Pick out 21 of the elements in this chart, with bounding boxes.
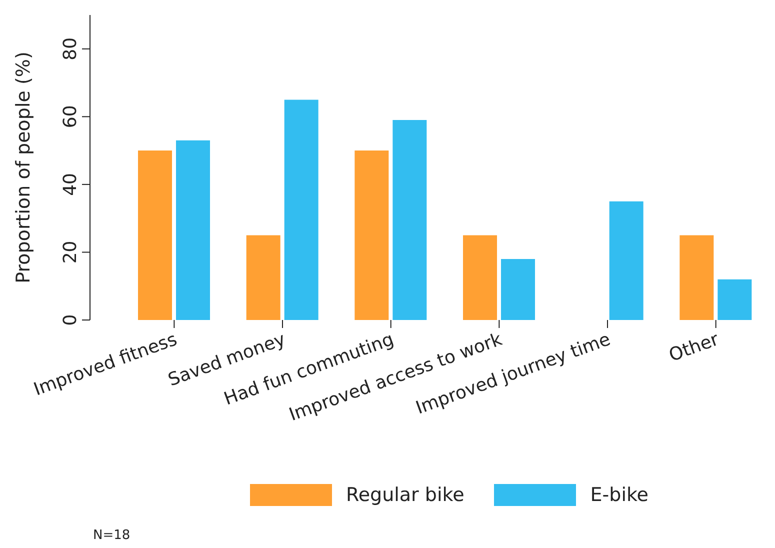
y-tick-label: 0 — [60, 314, 81, 326]
y-tick-label: 80 — [60, 37, 81, 60]
legend-label: E-bike — [590, 484, 648, 506]
bar — [354, 150, 389, 320]
bar — [138, 150, 172, 320]
bar — [463, 235, 497, 320]
x-tick-label: Other — [666, 328, 722, 366]
bar — [284, 100, 318, 320]
bar — [680, 235, 714, 320]
bar — [176, 140, 210, 320]
y-tick-label: 40 — [60, 172, 81, 196]
bar — [609, 201, 644, 320]
bar — [392, 120, 427, 320]
bar — [501, 259, 535, 320]
y-tick-label: 60 — [60, 105, 81, 128]
y-tick-label: 20 — [60, 240, 81, 264]
text: N=18 — [93, 528, 130, 543]
bar — [718, 279, 752, 320]
legend-label: Regular bike — [346, 484, 464, 506]
y-axis-title: Proportion of people (%) — [12, 52, 35, 284]
bar — [246, 235, 280, 320]
